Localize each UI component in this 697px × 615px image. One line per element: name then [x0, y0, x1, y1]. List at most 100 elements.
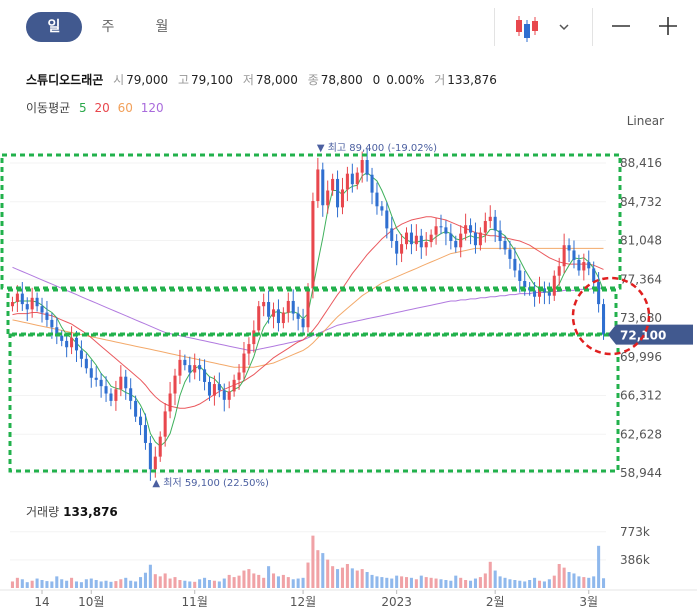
volume-tick-label: 386k: [620, 553, 650, 567]
ma-60-label[interactable]: 60: [117, 101, 133, 115]
volume-bar: [129, 580, 133, 588]
candle-body: [488, 216, 492, 222]
candle: [409, 224, 413, 255]
candle-body: [237, 372, 241, 380]
candle: [227, 381, 231, 409]
candle: [439, 214, 443, 235]
candle-body: [109, 393, 113, 401]
candle-body: [469, 225, 473, 233]
volume-bar: [139, 577, 143, 588]
candle-body: [508, 249, 512, 259]
volume-bar: [257, 574, 261, 588]
ma-5-label[interactable]: 5: [79, 101, 87, 115]
candle: [395, 234, 399, 266]
candle: [119, 365, 123, 397]
volume-bar: [395, 575, 399, 588]
candle-body: [316, 169, 320, 202]
candle-body: [257, 306, 261, 331]
candle-body: [444, 227, 448, 234]
volume-bar: [449, 580, 453, 588]
volume-bar: [572, 573, 576, 588]
candle-body: [513, 258, 517, 271]
candle-body: [597, 282, 601, 305]
candle: [35, 292, 39, 312]
candle: [163, 402, 167, 447]
period-monthly-button[interactable]: 월: [155, 19, 169, 35]
chart-type-dropdown[interactable]: [505, 8, 585, 44]
volume-bar: [306, 562, 310, 588]
candle-body: [385, 210, 389, 229]
candle-body: [203, 369, 207, 382]
candle-body: [464, 225, 468, 234]
candle-body: [424, 242, 428, 248]
candle: [331, 173, 335, 196]
volume-bar: [281, 574, 285, 588]
volume-bar: [542, 581, 546, 588]
moving-average-legend: 이동평균 5 20 60 120: [26, 99, 168, 116]
candle: [380, 201, 384, 216]
ma-20-label[interactable]: 20: [94, 101, 110, 115]
candle-body: [114, 389, 118, 401]
zoom-in-button[interactable]: [650, 8, 686, 44]
volume-bar: [547, 579, 551, 588]
time-tick-label: 12월: [290, 595, 316, 609]
candle-body: [533, 290, 537, 297]
ma-120-label[interactable]: 120: [140, 101, 164, 115]
candle: [124, 369, 128, 400]
price-tick-label: 62,628: [620, 427, 662, 441]
volume-bar: [296, 578, 300, 588]
candle-body: [572, 250, 576, 260]
candle: [30, 287, 34, 318]
open-value: 79,000: [126, 73, 169, 87]
candle: [582, 253, 586, 281]
volume-bar: [99, 581, 103, 588]
candle-body: [286, 300, 290, 313]
volume-bar: [326, 559, 330, 588]
volume-bar: [35, 578, 39, 588]
period-daily-button[interactable]: 일: [26, 12, 82, 42]
candle-body: [331, 178, 335, 191]
volume-bar: [518, 580, 522, 588]
candle-body: [89, 368, 93, 378]
candle-body: [10, 302, 14, 307]
candle-body: [375, 192, 379, 207]
candle-body: [183, 359, 187, 366]
candle-body: [247, 344, 251, 354]
candle-body: [493, 216, 497, 231]
volume-bar: [291, 579, 295, 588]
volume-bar: [513, 580, 517, 588]
candle: [419, 228, 423, 259]
candle-body: [380, 206, 384, 211]
candle-body: [409, 232, 413, 245]
volume-bar: [237, 575, 241, 588]
scale-mode-toggle[interactable]: Linear: [626, 114, 664, 128]
candle: [547, 282, 551, 305]
zoom-out-button[interactable]: [603, 8, 639, 44]
candle-body: [74, 337, 79, 351]
candle: [70, 326, 74, 355]
volume-bar: [124, 577, 128, 588]
volume-bar: [247, 569, 251, 588]
upper-highlight-box: [0, 153, 622, 290]
chevron-down-icon: [559, 24, 569, 31]
candle: [503, 235, 507, 255]
volume-label: 거: [434, 73, 446, 87]
candle-body: [84, 358, 88, 369]
close-label: 종: [307, 73, 319, 87]
candle-body: [567, 245, 571, 251]
volume-header: 거래량 133,876: [26, 503, 118, 520]
period-weekly-button[interactable]: 주: [101, 19, 115, 35]
toolbar-divider: [494, 8, 495, 46]
candle: [94, 366, 98, 387]
candle-body: [267, 302, 271, 317]
volume-bar: [567, 572, 571, 588]
volume-bar: [217, 581, 221, 588]
volume-chart: 773k 386k: [10, 525, 650, 588]
volume-bar: [508, 579, 512, 588]
price-tick-label: 88,416: [620, 156, 662, 170]
candle: [247, 337, 251, 366]
volume-bar: [20, 579, 24, 588]
volume-bar: [40, 580, 44, 588]
candle: [222, 383, 226, 412]
